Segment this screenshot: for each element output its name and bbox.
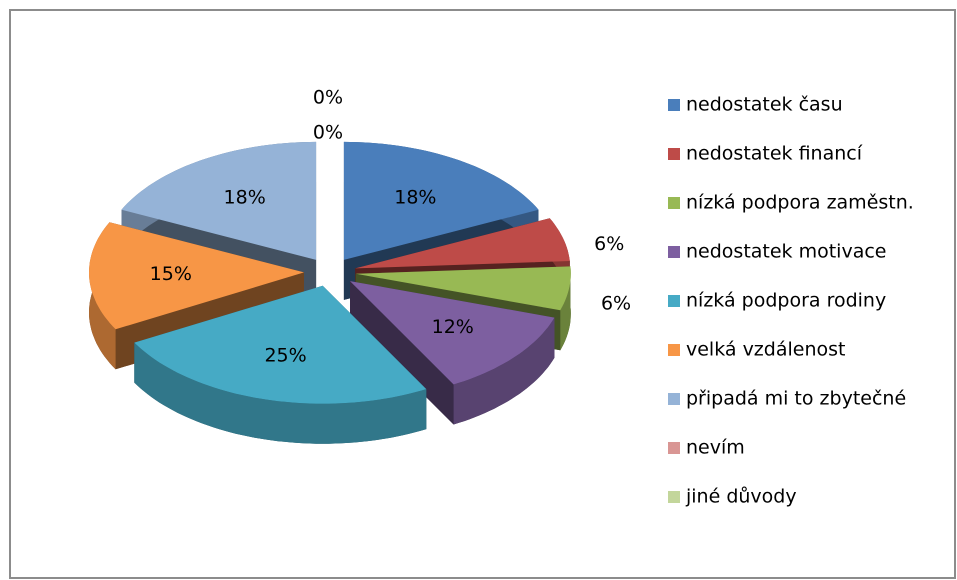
slice <box>355 266 571 311</box>
slice <box>89 222 304 330</box>
legend-label: nízká podpora rodiny <box>686 290 886 312</box>
slice-side <box>560 266 571 351</box>
legend-swatch <box>668 148 680 160</box>
legend-swatch <box>668 491 680 503</box>
legend-label: nízká podpora zaměstn. <box>686 192 914 214</box>
legend-label: nedostatek času <box>686 94 843 116</box>
data-label: 12% <box>432 316 474 338</box>
legend-label: nedostatek motivace <box>686 241 886 263</box>
legend-swatch <box>668 197 680 209</box>
legend-label: připadá mi to zbytečné <box>686 388 906 410</box>
legend-swatch <box>668 246 680 258</box>
data-label: 25% <box>264 344 306 366</box>
data-label: 6% <box>594 233 624 255</box>
slice <box>121 141 317 260</box>
legend-label: nevím <box>686 437 745 459</box>
slice <box>343 141 539 260</box>
legend-label: jiné důvody <box>685 486 797 508</box>
data-label: 6% <box>601 292 631 314</box>
legend-swatch <box>668 393 680 405</box>
data-label: 0% <box>313 122 343 144</box>
legend-label: velká vzdálenost <box>686 339 845 361</box>
legend-swatch <box>668 344 680 356</box>
slice <box>355 218 570 269</box>
slice-side <box>453 317 555 425</box>
data-label: 0% <box>313 87 343 109</box>
data-label: 18% <box>394 187 436 209</box>
legend-swatch <box>668 295 680 307</box>
data-label: 18% <box>224 187 266 209</box>
legend-swatch <box>668 99 680 111</box>
legend-label: nedostatek financí <box>686 143 863 165</box>
legend-swatch <box>668 442 680 454</box>
slice <box>134 285 427 404</box>
slice <box>350 281 555 385</box>
slice-side <box>134 342 427 444</box>
data-label: 15% <box>150 263 192 285</box>
slice-wall <box>350 281 454 425</box>
